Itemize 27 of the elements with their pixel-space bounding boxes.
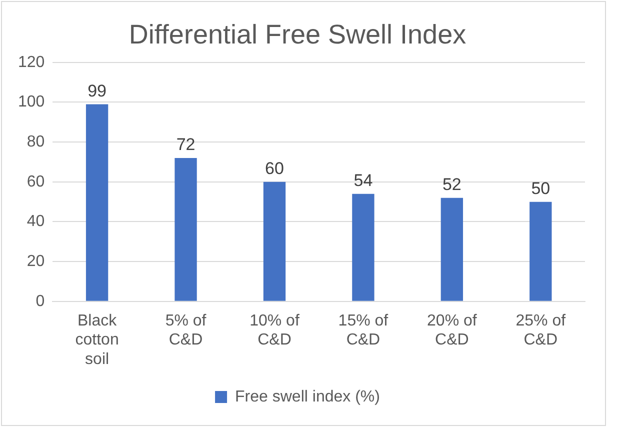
data-label: 52: [442, 175, 462, 194]
data-label: 54: [354, 171, 373, 190]
bar: [440, 198, 464, 301]
data-label: 99: [88, 81, 107, 100]
y-tick-label: 100: [18, 94, 45, 111]
data-label: 72: [176, 135, 196, 154]
x-tick-label: Black cotton soil: [75, 312, 119, 368]
bar: [174, 158, 197, 301]
chart-title: Differential Free Swell Index: [128, 20, 467, 50]
legend-label: Free swell index (%): [235, 388, 380, 406]
data-label: 50: [531, 179, 550, 198]
data-label: 60: [265, 159, 284, 178]
x-tick-label: 15% of C&D: [338, 312, 389, 349]
x-tick-label: 10% of C&D: [250, 312, 300, 349]
bar: [263, 182, 286, 301]
y-tick-label: 40: [26, 213, 45, 230]
x-tick-label: 5% of C&D: [165, 312, 207, 349]
y-tick-label: 0: [36, 292, 45, 310]
y-tick-label: 80: [26, 133, 45, 150]
x-tick-label: 25% of C&D: [516, 312, 566, 349]
y-tick-label: 120: [18, 54, 45, 71]
bar: [86, 104, 108, 301]
bar: [352, 194, 374, 301]
bar: [530, 202, 552, 301]
y-tick-label: 20: [26, 252, 45, 270]
x-tick-label: 20% of C&D: [427, 312, 478, 349]
y-tick-label: 60: [26, 173, 45, 190]
